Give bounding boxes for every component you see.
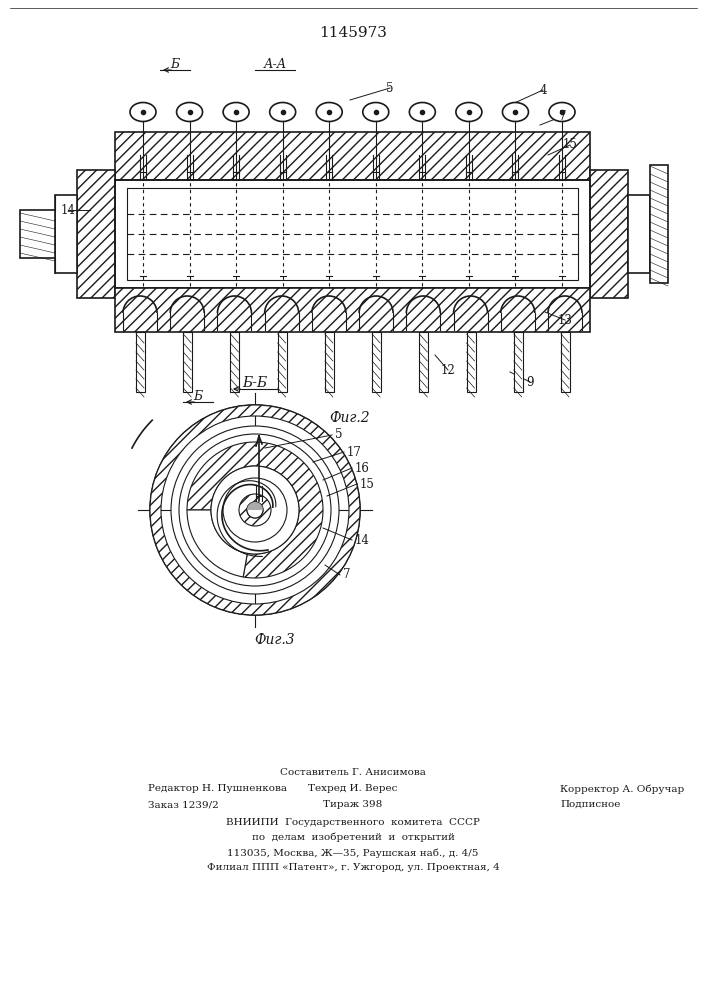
Text: Фиг.3: Фиг.3 <box>255 633 296 647</box>
Ellipse shape <box>130 103 156 121</box>
Text: Подписное: Подписное <box>560 800 620 809</box>
Text: 5: 5 <box>386 82 394 95</box>
Ellipse shape <box>456 103 482 121</box>
Bar <box>419 332 428 392</box>
Bar <box>20 210 55 258</box>
Wedge shape <box>150 405 360 615</box>
Wedge shape <box>247 502 263 510</box>
Ellipse shape <box>503 103 528 121</box>
Wedge shape <box>239 494 271 526</box>
Bar <box>514 332 522 392</box>
Text: 17: 17 <box>347 446 362 458</box>
Text: 1145973: 1145973 <box>319 26 387 40</box>
Bar <box>628 195 650 273</box>
Text: 15: 15 <box>563 138 578 151</box>
Bar <box>77 170 115 298</box>
Ellipse shape <box>269 103 296 121</box>
Text: 7: 7 <box>559 109 567 122</box>
Ellipse shape <box>363 103 389 121</box>
Bar <box>55 195 77 273</box>
Bar <box>278 332 286 392</box>
Text: 15: 15 <box>360 478 375 490</box>
Text: Заказ 1239/2: Заказ 1239/2 <box>148 800 218 809</box>
Text: 12: 12 <box>440 363 455 376</box>
Text: 14: 14 <box>61 204 76 217</box>
Ellipse shape <box>177 103 203 121</box>
Bar <box>115 132 590 180</box>
Text: Фиг.2: Фиг.2 <box>329 411 370 425</box>
Text: 16: 16 <box>355 462 370 475</box>
Bar <box>325 332 334 392</box>
Circle shape <box>223 478 287 542</box>
Text: ВНИИПИ  Государственного  комитета  СССР: ВНИИПИ Государственного комитета СССР <box>226 818 480 827</box>
Bar <box>183 332 192 392</box>
Bar <box>115 288 590 332</box>
Text: Филиал ППП «Патент», г. Ужгород, ул. Проектная, 4: Филиал ППП «Патент», г. Ужгород, ул. Про… <box>206 863 499 872</box>
Bar <box>127 188 578 280</box>
Ellipse shape <box>549 103 575 121</box>
Wedge shape <box>187 510 247 577</box>
Bar <box>467 332 476 392</box>
Text: Техред И. Верес: Техред И. Верес <box>308 784 397 793</box>
Circle shape <box>150 405 360 615</box>
Text: 4: 4 <box>539 84 547 97</box>
Text: 5: 5 <box>335 428 342 442</box>
Text: по  делам  изобретений  и  открытий: по делам изобретений и открытий <box>252 833 455 842</box>
Text: Б-Б: Б-Б <box>243 376 268 390</box>
Bar <box>136 332 145 392</box>
Wedge shape <box>187 442 323 578</box>
Text: Редактор Н. Пушненкова: Редактор Н. Пушненкова <box>148 784 287 793</box>
Text: 113035, Москва, Ж—35, Раушская наб., д. 4/5: 113035, Москва, Ж—35, Раушская наб., д. … <box>228 848 479 857</box>
Ellipse shape <box>223 103 249 121</box>
Ellipse shape <box>409 103 436 121</box>
Bar <box>590 170 628 298</box>
Ellipse shape <box>316 103 342 121</box>
Circle shape <box>179 434 331 586</box>
Text: 13: 13 <box>558 314 573 326</box>
Text: Б: Б <box>170 57 180 70</box>
Bar <box>561 332 570 392</box>
Text: Тираж 398: Тираж 398 <box>323 800 382 809</box>
Text: Составитель Г. Анисимова: Составитель Г. Анисимова <box>280 768 426 777</box>
Bar <box>230 332 240 392</box>
Text: Корректор А. Обручар: Корректор А. Обручар <box>560 784 684 794</box>
Circle shape <box>171 426 339 594</box>
Bar <box>372 332 381 392</box>
Text: 9: 9 <box>526 375 534 388</box>
Text: А-А: А-А <box>264 57 286 70</box>
Bar <box>650 165 668 283</box>
Circle shape <box>247 502 263 518</box>
Circle shape <box>211 466 299 554</box>
Text: Б: Б <box>194 389 203 402</box>
Text: 14: 14 <box>355 534 370 546</box>
Text: 7: 7 <box>343 568 351 582</box>
